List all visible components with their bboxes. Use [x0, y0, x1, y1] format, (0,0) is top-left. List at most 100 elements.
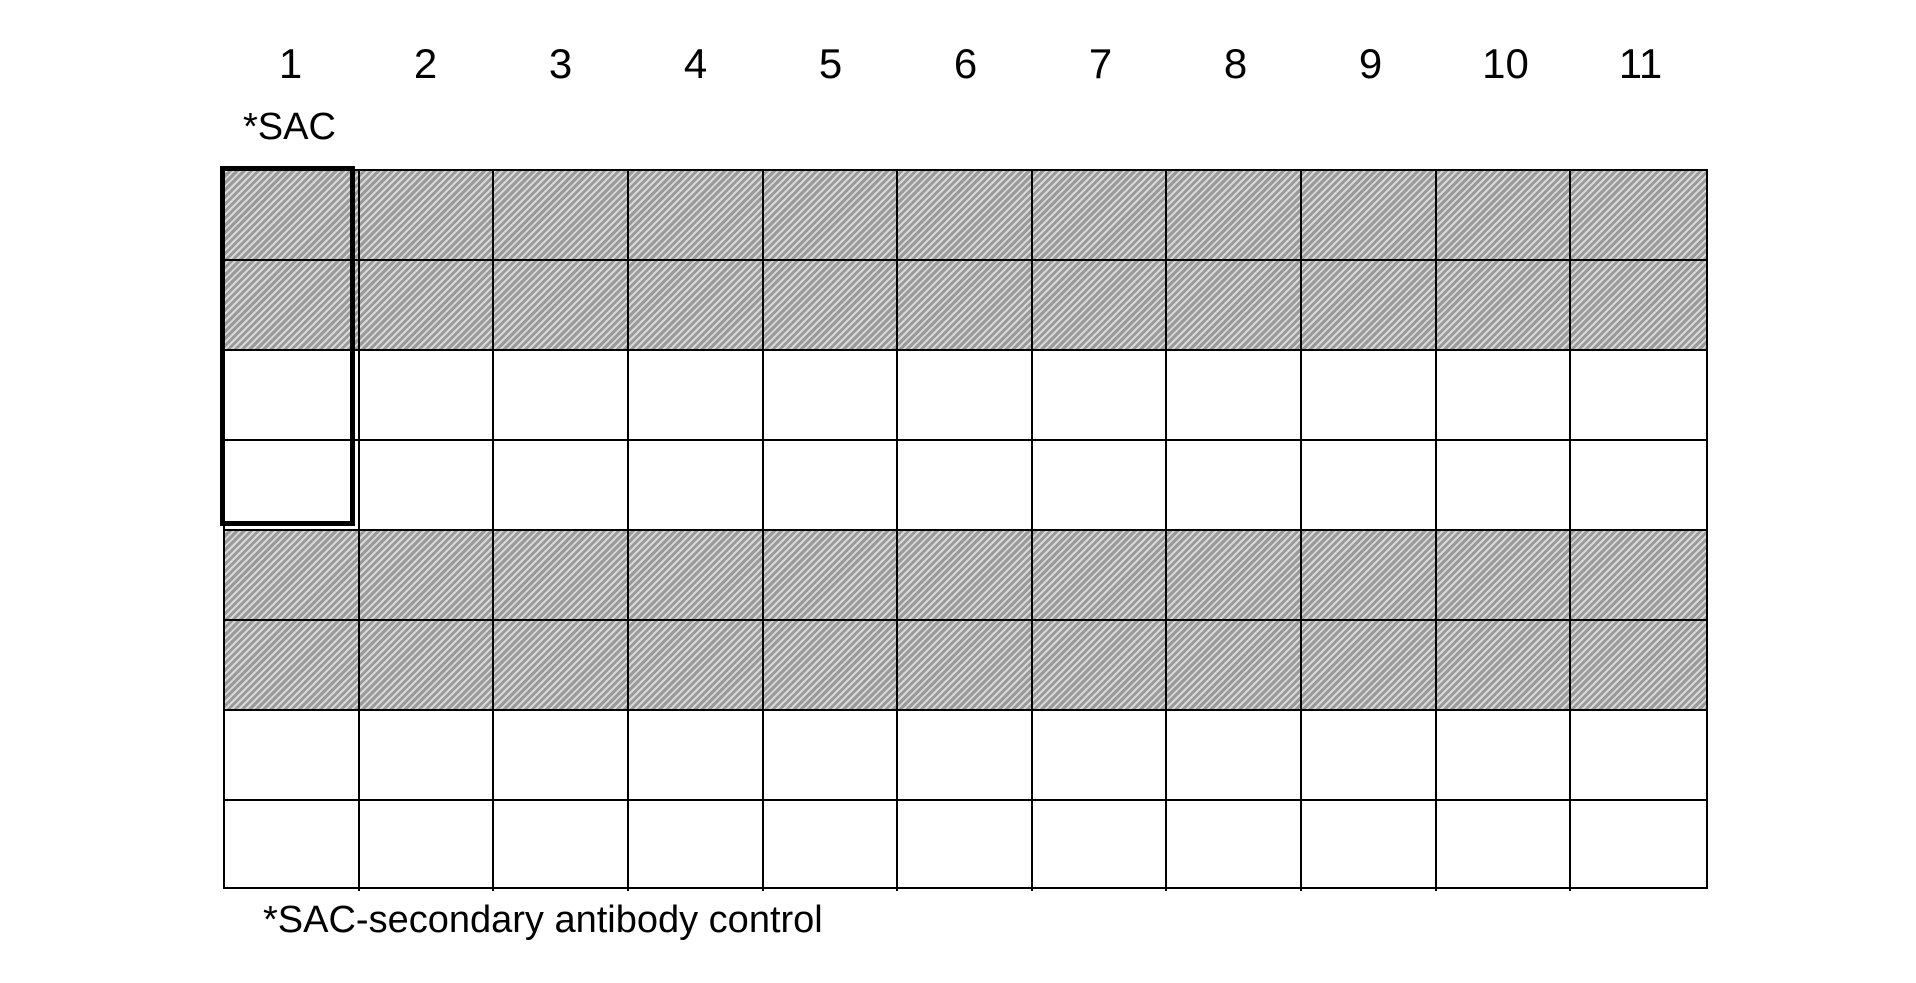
grid-cell	[629, 351, 764, 441]
grid-cell	[1033, 621, 1168, 711]
grid-cell	[1302, 801, 1437, 891]
grid-cell	[1302, 531, 1437, 621]
grid-cell	[1571, 171, 1706, 261]
grid-cell	[898, 351, 1033, 441]
grid-cell	[629, 531, 764, 621]
table-row	[225, 711, 1706, 801]
grid-cell	[494, 531, 629, 621]
grid-cell	[1033, 711, 1168, 801]
table-row	[225, 261, 1706, 351]
grid-cell	[1167, 171, 1302, 261]
grid-cell	[1033, 531, 1168, 621]
grid-cell	[1033, 171, 1168, 261]
grid-cell	[898, 171, 1033, 261]
grid-cell	[494, 801, 629, 891]
grid-cell	[1167, 801, 1302, 891]
grid-cell	[494, 351, 629, 441]
grid-cell	[898, 261, 1033, 351]
grid-cell	[1167, 711, 1302, 801]
grid-cell	[1033, 351, 1168, 441]
grid-cell	[225, 261, 360, 351]
grid-cell	[1437, 441, 1572, 531]
grid-cell	[1033, 261, 1168, 351]
grid-cell	[1167, 441, 1302, 531]
grid-cell	[898, 711, 1033, 801]
grid-cell	[360, 351, 495, 441]
grid-cell	[1571, 441, 1706, 531]
grid-cell	[1302, 621, 1437, 711]
grid-cell	[225, 711, 360, 801]
grid-cell	[1437, 801, 1572, 891]
grid-cell	[360, 621, 495, 711]
table-row	[225, 801, 1706, 891]
grid-cell	[1302, 171, 1437, 261]
grid-cell	[494, 261, 629, 351]
grid-cell	[1571, 531, 1706, 621]
grid-cell	[1033, 441, 1168, 531]
column-header: 5	[763, 40, 898, 88]
grid-cell	[225, 531, 360, 621]
grid-cell	[1437, 531, 1572, 621]
grid-cell	[360, 171, 495, 261]
grid-cell	[225, 171, 360, 261]
grid-lines	[225, 171, 1706, 891]
grid-cell	[629, 171, 764, 261]
grid-cell	[898, 531, 1033, 621]
grid-cell	[764, 621, 899, 711]
grid-cell	[629, 441, 764, 531]
column-header: 2	[358, 40, 493, 88]
grid-cell	[764, 351, 899, 441]
column-header: 1	[223, 40, 358, 88]
grid-cell	[898, 621, 1033, 711]
grid-cell	[1302, 711, 1437, 801]
footnote-text: *SAC-secondary antibody control	[263, 899, 1708, 942]
column-header: 7	[1033, 40, 1168, 88]
column-header: 11	[1573, 40, 1708, 88]
grid-cell	[1302, 351, 1437, 441]
column-header: 10	[1438, 40, 1573, 88]
grid-cell	[1571, 711, 1706, 801]
column-header: 9	[1303, 40, 1438, 88]
grid-cell	[1571, 261, 1706, 351]
grid-cell	[494, 171, 629, 261]
grid-cell	[1437, 351, 1572, 441]
grid-cell	[360, 261, 495, 351]
grid-cell	[764, 801, 899, 891]
grid-cell	[360, 441, 495, 531]
table-row	[225, 351, 1706, 441]
grid-cell	[225, 441, 360, 531]
grid-cell	[1571, 621, 1706, 711]
grid-cell	[629, 801, 764, 891]
grid-cell	[360, 531, 495, 621]
grid-cell	[225, 621, 360, 711]
grid-cell	[1302, 261, 1437, 351]
grid-cell	[1437, 171, 1572, 261]
table-row	[225, 531, 1706, 621]
grid-cell	[1571, 801, 1706, 891]
grid-cell	[629, 261, 764, 351]
grid-cell	[1167, 531, 1302, 621]
grid-cell	[225, 801, 360, 891]
grid-cell	[360, 711, 495, 801]
table-row	[225, 441, 1706, 531]
plate-diagram: 1234567891011 *SAC *SAC-secondary antibo…	[208, 40, 1708, 942]
grid-cell	[898, 801, 1033, 891]
grid-cell	[1571, 351, 1706, 441]
grid-cell	[1167, 621, 1302, 711]
grid-cell	[1437, 261, 1572, 351]
grid-cell	[1033, 801, 1168, 891]
sac-marker-label: *SAC	[243, 106, 1708, 149]
table-row	[225, 621, 1706, 711]
grid-cell	[764, 261, 899, 351]
column-header: 6	[898, 40, 1033, 88]
column-header: 3	[493, 40, 628, 88]
table-row	[225, 171, 1706, 261]
grid-cell	[494, 711, 629, 801]
grid-cell	[764, 171, 899, 261]
grid-cell	[1167, 351, 1302, 441]
column-header-row: 1234567891011	[208, 40, 1708, 88]
grid-cell	[1167, 261, 1302, 351]
grid-cell	[898, 441, 1033, 531]
grid-cell	[225, 351, 360, 441]
column-header: 8	[1168, 40, 1303, 88]
